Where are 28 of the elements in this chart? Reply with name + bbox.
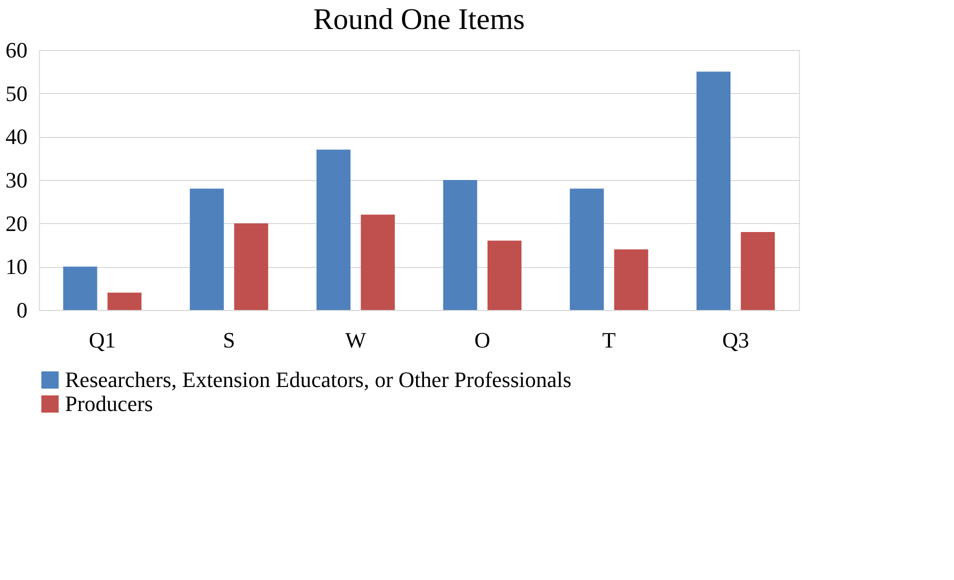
- x-tick-label: T: [602, 328, 616, 352]
- x-tick-label: W: [345, 328, 366, 352]
- bar: [360, 214, 395, 310]
- bar: [443, 180, 478, 310]
- bar: [614, 249, 648, 310]
- y-tick-label: 40: [6, 124, 28, 150]
- y-tick-label: 60: [6, 38, 28, 62]
- legend-label: Researchers, Extension Educators, or Other Professionals: [65, 367, 572, 392]
- y-tick-label: 0: [16, 298, 28, 322]
- x-tick-label: Q3: [722, 328, 750, 352]
- y-tick-label: 50: [6, 80, 28, 106]
- bar: [696, 72, 730, 310]
- bar: [190, 188, 224, 310]
- y-tick-label: 10: [6, 254, 28, 280]
- bar: [316, 150, 350, 310]
- y-tick-label: 20: [6, 210, 28, 236]
- legend-label: Producers: [65, 391, 153, 416]
- bar: [234, 223, 268, 310]
- x-tick-label: O: [474, 328, 490, 352]
- y-tick-label: 30: [6, 168, 28, 192]
- x-tick-label: Q1: [88, 328, 116, 352]
- bar: [740, 232, 775, 310]
- x-tick-label: S: [222, 328, 236, 352]
- bar: [108, 292, 142, 310]
- chart-title: Round One Items: [313, 3, 525, 36]
- bar: [570, 188, 604, 310]
- bar: [63, 266, 98, 310]
- bar: [488, 240, 522, 310]
